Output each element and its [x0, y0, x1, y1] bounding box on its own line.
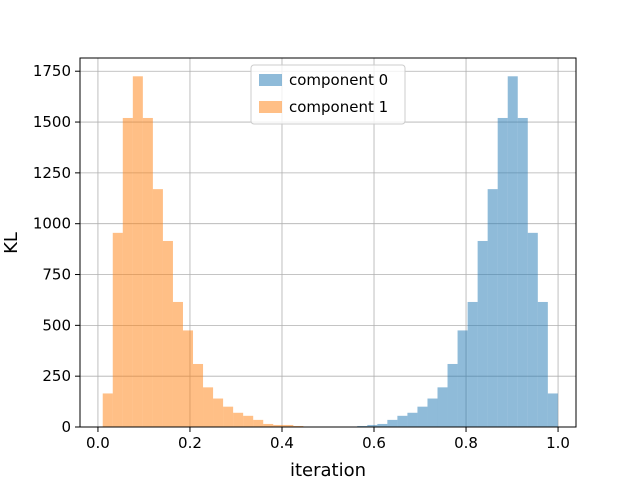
x-axis-ticks: 0.0 0.2 0.4 0.6 0.8 1.0	[86, 427, 570, 452]
histogram-bar-series-1	[182, 330, 194, 427]
legend-label: component 1	[289, 98, 388, 116]
histogram-bar-series-1	[223, 406, 234, 427]
x-tick-label: 0.6	[362, 434, 386, 452]
plot-frame	[79, 57, 577, 428]
y-tick-label: 250	[42, 367, 71, 385]
histogram-bars	[102, 76, 558, 428]
y-tick-label: 1500	[33, 113, 71, 131]
legend-box	[250, 64, 406, 125]
histogram-bar-series-1	[132, 76, 143, 428]
histogram-bar-series-0	[407, 412, 418, 427]
histogram-bar-series-1	[102, 393, 113, 427]
legend: component 0 component 1	[250, 64, 406, 125]
histogram-bar-series-0	[377, 423, 388, 427]
y-tick-label: 1000	[33, 215, 71, 233]
histogram-bar-series-0	[507, 76, 518, 428]
histogram-bar-series-1	[162, 240, 173, 427]
histogram-bar-series-0	[357, 425, 368, 427]
histogram-bar-series-1	[122, 117, 133, 427]
histogram-bar-series-1	[152, 189, 163, 427]
y-tick-label: 1750	[33, 62, 71, 80]
histogram-bar-series-0	[367, 424, 378, 427]
x-tick-label: 0.4	[270, 434, 294, 452]
legend-swatch	[259, 74, 282, 86]
histogram-bar-series-0	[497, 117, 508, 427]
histogram-bar-series-0	[437, 387, 448, 427]
histogram-bar-series-0	[477, 240, 488, 427]
histogram-bar-series-1	[193, 363, 204, 427]
y-tick-label: 1250	[33, 164, 71, 182]
x-tick-label: 0.0	[86, 434, 110, 452]
histogram-bar-series-1	[243, 415, 254, 427]
x-tick-label: 0.2	[178, 434, 202, 452]
histogram-bar-series-0	[397, 415, 408, 427]
histogram-bar-series-1	[203, 387, 214, 427]
legend-swatch	[259, 101, 282, 113]
histogram-bar-series-0	[517, 117, 528, 427]
histogram-bar-series-0	[417, 406, 428, 427]
histogram-bar-series-1	[112, 232, 123, 427]
histogram-bar-series-0	[427, 398, 438, 427]
histogram-bar-series-0	[487, 189, 498, 427]
histogram-bar-series-0	[527, 232, 538, 427]
histogram-bar-series-1	[263, 423, 274, 427]
histogram-bar-series-0	[467, 301, 478, 427]
histogram-bar-series-1	[172, 301, 183, 427]
histogram-bar-series-1	[233, 412, 244, 427]
x-axis-title: iteration	[290, 460, 366, 480]
x-tick-label: 0.8	[454, 434, 478, 452]
histogram-bar-series-0	[457, 330, 468, 427]
x-tick-label: 1.0	[546, 434, 570, 452]
legend-label: component 0	[289, 71, 388, 89]
histogram-bar-series-1	[213, 398, 224, 427]
histogram-bar-series-0	[537, 301, 548, 427]
y-tick-label: 500	[42, 316, 71, 334]
histogram-bar-series-1	[283, 424, 294, 427]
histogram-bar-series-1	[273, 424, 284, 427]
y-axis-title: KL	[1, 232, 22, 254]
histogram-bar-series-0	[387, 419, 398, 427]
histogram-bar-series-0	[547, 393, 558, 427]
histogram-bar-series-1	[253, 419, 264, 427]
histogram-bar-series-1	[293, 425, 304, 427]
histogram-bar-series-1	[142, 117, 153, 427]
y-tick-label: 750	[42, 266, 71, 284]
y-tick-label: 0	[61, 418, 71, 436]
y-axis-ticks: 0 250 500 750 1000 1250 1500 1750	[33, 62, 80, 436]
histogram-bar-series-0	[447, 363, 458, 427]
